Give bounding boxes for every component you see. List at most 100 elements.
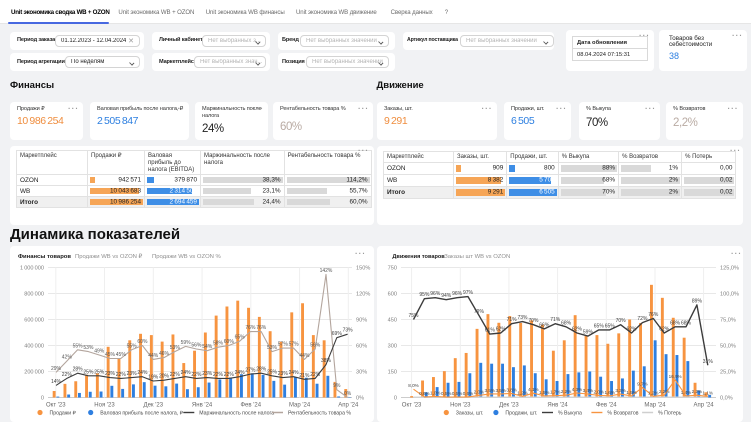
- svg-text:22%: 22%: [224, 372, 235, 378]
- svg-text:0: 0: [41, 396, 44, 402]
- svg-text:75,0%: 75,0%: [720, 318, 736, 324]
- svg-text:% Выкупа: % Выкупа: [558, 411, 582, 417]
- svg-text:69%: 69%: [332, 331, 343, 337]
- svg-text:Продажи, шт.: Продажи, шт.: [505, 411, 537, 417]
- svg-text:24%: 24%: [235, 370, 246, 376]
- svg-text:70%: 70%: [616, 318, 627, 324]
- svg-text:150: 150: [388, 370, 397, 376]
- svg-text:Продажи ₽: Продажи ₽: [50, 411, 77, 417]
- svg-text:70%: 70%: [528, 318, 539, 324]
- svg-text:400 000: 400 000: [24, 344, 44, 350]
- svg-text:22%: 22%: [191, 372, 202, 378]
- svg-text:25%: 25%: [83, 369, 94, 375]
- svg-text:Дек '23: Дек '23: [499, 403, 519, 409]
- svg-text:42%: 42%: [62, 355, 73, 361]
- svg-text:79%: 79%: [474, 309, 485, 315]
- svg-text:68%: 68%: [681, 320, 692, 326]
- svg-text:600: 600: [388, 292, 397, 298]
- svg-text:22%: 22%: [170, 372, 181, 378]
- svg-text:55%: 55%: [73, 343, 84, 349]
- svg-text:23%: 23%: [105, 371, 116, 377]
- svg-text:1,0%: 1,0%: [430, 391, 440, 396]
- svg-text:71%: 71%: [507, 317, 518, 323]
- svg-text:Фев '24: Фев '24: [241, 403, 262, 409]
- svg-text:Продажи WB vs OZON %: Продажи WB vs OZON %: [152, 254, 222, 260]
- svg-text:29%: 29%: [51, 366, 62, 372]
- svg-text:53%: 53%: [267, 345, 278, 351]
- svg-text:1,2%: 1,2%: [648, 390, 658, 395]
- svg-text:62%: 62%: [659, 327, 670, 333]
- svg-text:75%: 75%: [408, 313, 419, 319]
- svg-text:Движения товаров: Движения товаров: [392, 254, 445, 260]
- svg-text:2,2%: 2,2%: [659, 389, 669, 394]
- svg-text:3,5%: 3,5%: [495, 388, 505, 393]
- svg-text:1,5%: 1,5%: [626, 390, 636, 395]
- svg-text:3,8%: 3,8%: [506, 388, 516, 393]
- svg-text:450: 450: [388, 318, 397, 324]
- svg-text:4,1%: 4,1%: [528, 387, 538, 392]
- svg-text:1 000 000: 1 000 000: [20, 266, 44, 272]
- svg-text:1,5%: 1,5%: [539, 390, 549, 395]
- svg-text:56%: 56%: [191, 343, 202, 349]
- svg-text:89%: 89%: [692, 298, 703, 304]
- svg-text:16,9%: 16,9%: [669, 374, 682, 379]
- svg-text:22%: 22%: [310, 372, 321, 378]
- svg-text:59%: 59%: [583, 330, 594, 336]
- svg-text:3,4%: 3,4%: [583, 388, 593, 393]
- svg-text:24%: 24%: [289, 370, 300, 376]
- svg-text:2,2%: 2,2%: [692, 389, 702, 394]
- svg-text:50,0%: 50,0%: [720, 344, 736, 350]
- svg-text:59%: 59%: [181, 340, 192, 346]
- svg-text:25,0%: 25,0%: [720, 370, 736, 376]
- svg-text:66%: 66%: [539, 322, 550, 328]
- svg-text:Маржинальность после налога: Маржинальность после налога: [199, 411, 274, 417]
- svg-text:Янв '24: Янв '24: [192, 403, 213, 409]
- svg-text:44%: 44%: [299, 353, 310, 359]
- svg-text:8,0%: 8,0%: [408, 383, 418, 388]
- svg-text:54%: 54%: [202, 344, 213, 350]
- svg-text:1,1%: 1,1%: [703, 390, 713, 395]
- svg-text:24%: 24%: [137, 370, 148, 376]
- svg-text:68%: 68%: [561, 320, 572, 326]
- svg-text:38%: 38%: [321, 358, 332, 364]
- svg-text:Рентабельность товара %: Рентабельность товара %: [288, 411, 351, 417]
- svg-text:Мар '24: Мар '24: [289, 403, 311, 409]
- svg-text:73%: 73%: [343, 328, 354, 334]
- svg-text:46%: 46%: [159, 351, 170, 357]
- svg-text:25%: 25%: [94, 369, 105, 375]
- svg-text:% Потерь: % Потерь: [658, 411, 682, 417]
- svg-text:60%: 60%: [356, 344, 367, 350]
- svg-text:19%: 19%: [148, 375, 159, 381]
- svg-text:55%: 55%: [127, 343, 138, 349]
- svg-text:44%: 44%: [148, 353, 159, 359]
- svg-text:1,2%: 1,2%: [517, 390, 527, 395]
- svg-text:60%: 60%: [224, 339, 235, 345]
- svg-text:150%: 150%: [356, 266, 370, 272]
- svg-text:56%: 56%: [310, 343, 321, 349]
- svg-text:65%: 65%: [235, 335, 246, 341]
- svg-text:71%: 71%: [550, 317, 561, 323]
- svg-text:0: 0: [394, 396, 397, 402]
- svg-text:22%: 22%: [116, 372, 127, 378]
- svg-text:21%: 21%: [299, 373, 310, 379]
- svg-text:14%: 14%: [51, 379, 62, 385]
- svg-text:20%: 20%: [159, 374, 170, 380]
- svg-text:58%: 58%: [213, 341, 224, 347]
- svg-text:97%: 97%: [463, 290, 474, 296]
- svg-text:28%: 28%: [256, 367, 267, 373]
- svg-text:65%: 65%: [594, 323, 605, 329]
- svg-text:Ноя '23: Ноя '23: [94, 403, 115, 409]
- svg-text:72%: 72%: [637, 316, 648, 322]
- svg-text:Валовая прибыль после налога,: Валовая прибыль после налога, ₽: [100, 411, 184, 417]
- svg-text:Окт '23: Окт '23: [46, 403, 66, 409]
- svg-text:61%: 61%: [485, 328, 496, 334]
- svg-text:0,5%: 0,5%: [441, 391, 451, 396]
- svg-text:Заказы, шт.: Заказы, шт.: [456, 411, 484, 417]
- svg-text:31%: 31%: [703, 359, 714, 365]
- svg-text:94%: 94%: [441, 293, 452, 299]
- svg-text:1,7%: 1,7%: [550, 390, 560, 395]
- svg-text:0,0%: 0,0%: [720, 396, 733, 402]
- svg-text:60%: 60%: [137, 339, 148, 345]
- svg-text:0%: 0%: [356, 396, 364, 402]
- svg-text:142%: 142%: [320, 268, 333, 274]
